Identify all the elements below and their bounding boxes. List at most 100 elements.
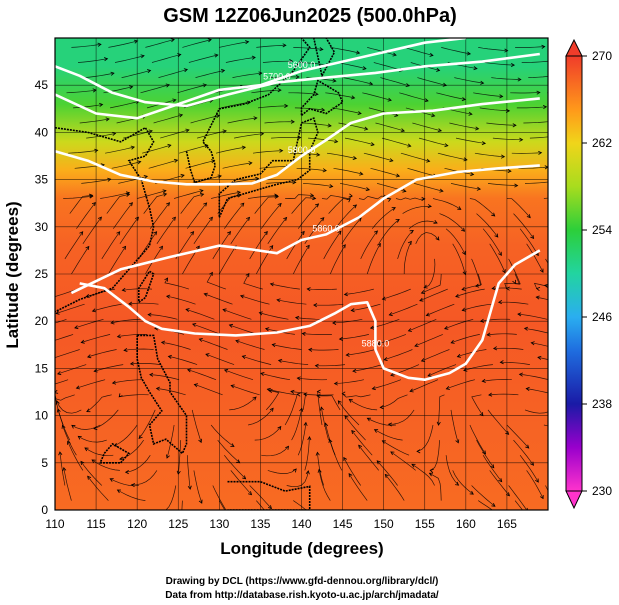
streamline-arrow: [162, 189, 167, 194]
streamline: [76, 202, 96, 229]
streamline: [421, 273, 442, 294]
streamline: [366, 243, 381, 275]
streamline-arrow: [290, 389, 295, 394]
streamline-arrow: [133, 39, 139, 44]
streamline-arrow: [307, 436, 312, 441]
streamline-arrow: [147, 312, 152, 317]
streamline-arrow: [512, 123, 517, 128]
streamline: [317, 391, 323, 426]
streamline-arrow: [369, 325, 375, 330]
streamline-arrow: [191, 323, 197, 327]
streamline: [375, 122, 405, 132]
streamline-arrow: [161, 511, 164, 514]
streamline: [343, 77, 373, 85]
streamline-arrow: [491, 286, 496, 291]
streamline: [181, 500, 183, 510]
streamline-arrow: [461, 307, 466, 312]
streamline: [124, 348, 154, 351]
streamline: [69, 194, 93, 214]
streamline-arrow: [390, 372, 395, 377]
streamline: [381, 137, 411, 147]
streamline-arrow: [486, 332, 491, 337]
streamline-arrow: [437, 128, 443, 133]
streamline-arrow: [588, 177, 591, 180]
streamline: [174, 190, 203, 199]
streamline-arrow: [118, 393, 123, 398]
streamline-arrow: [337, 230, 342, 235]
streamline: [76, 379, 106, 389]
streamline-arrow: [455, 293, 460, 298]
y-axis-label: Latitude (degrees): [3, 201, 22, 348]
streamline: [113, 202, 133, 229]
streamline-arrow: [388, 312, 393, 317]
streamline-arrow: [424, 98, 429, 103]
streamline-arrow: [469, 490, 474, 495]
streamline: [551, 390, 565, 410]
x-tick-label: 160: [456, 517, 476, 531]
streamline: [432, 198, 461, 210]
streamline-arrow: [429, 469, 434, 473]
streamline: [177, 440, 182, 475]
streamline: [531, 342, 548, 347]
streamline-arrow: [296, 376, 301, 381]
y-tick-label: 45: [35, 78, 49, 92]
streamline-arrow: [253, 116, 258, 121]
streamline: [285, 194, 314, 199]
streamline-arrow: [230, 384, 235, 389]
streamline: [267, 217, 287, 244]
x-tick-label: 125: [168, 517, 188, 531]
streamline-arrow: [91, 201, 96, 207]
streamline-arrow: [187, 485, 192, 490]
streamline: [240, 295, 270, 305]
streamline-arrow: [164, 277, 169, 282]
streamline-arrow: [473, 66, 478, 71]
streamline: [153, 114, 183, 124]
streamline-arrow: [428, 472, 434, 477]
streamline-arrow: [402, 188, 407, 193]
streamline: [436, 92, 466, 100]
streamline: [55, 303, 85, 314]
streamline: [370, 167, 400, 177]
streamline: [57, 364, 87, 375]
streamline-arrow: [333, 381, 338, 386]
streamline-arrow: [134, 216, 139, 221]
streamline-arrow: [352, 204, 358, 209]
streamline: [380, 77, 410, 87]
streamline-arrow: [591, 71, 594, 74]
streamline: [205, 353, 235, 365]
streamline-arrow: [109, 478, 114, 482]
streamline: [249, 231, 268, 260]
streamline-arrow: [296, 392, 301, 397]
streamline-arrow: [264, 327, 270, 332]
streamline-arrow: [578, 42, 581, 45]
streamline-arrow: [173, 158, 179, 163]
streamline: [265, 390, 280, 411]
streamline-arrow: [236, 190, 242, 195]
streamline: [449, 122, 479, 130]
streamline-arrow: [427, 372, 432, 377]
streamline-arrow: [463, 157, 468, 162]
streamline-arrow: [494, 233, 499, 238]
streamline: [510, 92, 540, 94]
streamline: [317, 452, 325, 486]
streamline-arrow: [301, 331, 306, 336]
streamline: [148, 314, 178, 320]
streamline: [187, 202, 207, 229]
streamline: [339, 334, 369, 340]
streamline: [180, 193, 204, 214]
x-axis-label: Longitude (degrees): [220, 539, 383, 558]
streamline-arrow: [405, 83, 410, 87]
streamline-arrow: [87, 354, 92, 359]
streamline: [351, 430, 373, 456]
streamline: [412, 122, 442, 132]
streamline-arrow: [337, 400, 342, 405]
streamline-arrow: [203, 292, 208, 297]
streamline: [215, 146, 246, 154]
streamline-arrow: [85, 245, 90, 250]
streamline: [444, 318, 474, 330]
streamline: [130, 363, 161, 365]
streamline-arrow: [456, 353, 461, 358]
streamline: [93, 409, 119, 430]
